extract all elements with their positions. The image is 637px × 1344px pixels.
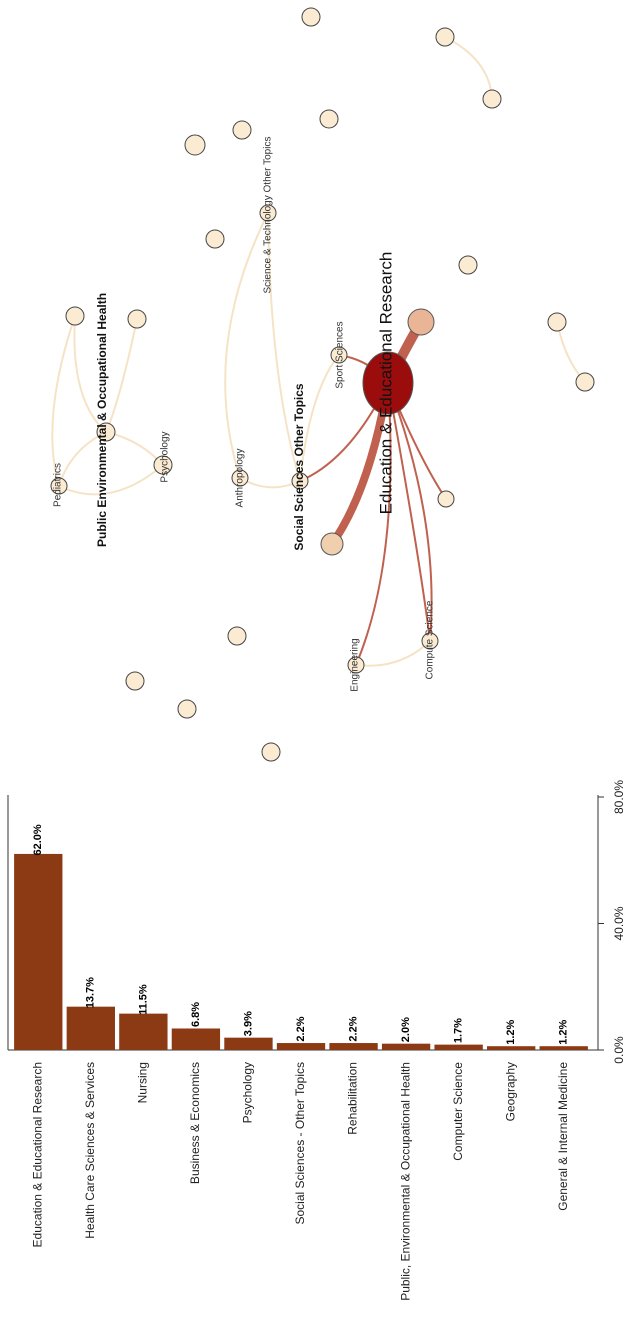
edge — [105, 431, 164, 466]
bar — [539, 1046, 588, 1050]
value-label: 1.2% — [558, 1019, 570, 1044]
edge — [355, 640, 431, 667]
node — [231, 469, 249, 487]
bar-chart: 0.0% 40.0% 80.0% 62.0% Education & Education… — [7, 780, 626, 1301]
value-label: 1.2% — [505, 1019, 517, 1044]
x-tick-label: General & Internal Medicine — [556, 1062, 570, 1211]
x-tick-label: Health Care Sciences & Services — [83, 1062, 97, 1239]
node — [153, 455, 173, 475]
node — [437, 490, 455, 508]
node — [205, 229, 225, 249]
node-label: Pediatrics — [53, 463, 64, 507]
edge — [556, 321, 586, 383]
node — [259, 204, 277, 222]
node — [261, 742, 281, 762]
edge — [239, 477, 301, 489]
node-label: Anthropology — [235, 449, 246, 508]
node — [232, 120, 252, 140]
bar — [276, 1043, 326, 1050]
x-tick-label: Psychology — [241, 1062, 255, 1123]
edge — [51, 315, 76, 487]
node-label: Social Sciences Other Topics — [292, 383, 306, 551]
value-label: 2.2% — [347, 1016, 359, 1041]
x-tick-label: Business & Economics — [188, 1062, 202, 1184]
node — [330, 346, 348, 364]
value-label: 1.7% — [453, 1018, 465, 1043]
bar — [381, 1043, 431, 1050]
node — [435, 27, 455, 47]
node-label: Psychology — [160, 431, 171, 482]
node — [184, 134, 206, 156]
node — [421, 632, 439, 650]
bar — [66, 1006, 115, 1050]
value-label: 6.8% — [190, 1002, 202, 1027]
node-label: Sport Sciences — [335, 321, 346, 388]
edge — [387, 382, 433, 642]
x-tick-label: Geography — [503, 1062, 517, 1121]
edge — [105, 318, 138, 433]
node-label: Public Environmental & Occupational Heal… — [95, 293, 109, 547]
bar — [434, 1044, 483, 1050]
bar — [14, 853, 63, 1050]
x-tick-label: Social Sciences - Other Topics — [293, 1062, 307, 1225]
edge — [73, 315, 107, 433]
bar — [487, 1046, 536, 1050]
node — [65, 306, 85, 326]
value-label: 2.0% — [400, 1017, 412, 1042]
network-nodes — [50, 7, 595, 762]
edge — [444, 36, 493, 100]
value-label: 13.7% — [85, 977, 97, 1008]
bar — [171, 1028, 221, 1050]
y-tick-label: 0.0% — [612, 1036, 626, 1064]
value-label: 2.2% — [295, 1016, 307, 1041]
node — [125, 671, 145, 691]
x-tick-label: Education & Educational Research — [30, 1062, 44, 1247]
node — [50, 477, 68, 495]
node — [458, 255, 478, 275]
edge — [224, 212, 269, 479]
node — [320, 532, 344, 556]
value-label: 62.0% — [32, 824, 44, 855]
x-tick-label: Public, Environmental & Occupational Hea… — [398, 1062, 412, 1301]
node — [301, 7, 321, 27]
edge — [387, 382, 431, 642]
node — [482, 89, 502, 109]
node — [96, 422, 116, 442]
node — [319, 109, 339, 129]
edge — [355, 382, 392, 666]
node-label: Engineering — [350, 638, 361, 691]
value-label: 11.5% — [137, 984, 149, 1015]
bar — [119, 1013, 168, 1050]
node — [291, 472, 309, 490]
node-label: Compute Science — [425, 600, 436, 679]
node — [127, 309, 147, 329]
bar — [329, 1043, 378, 1050]
y-tick-label: 80.0% — [612, 780, 626, 814]
x-tick-label: Rehabilitation — [346, 1062, 360, 1135]
node — [347, 656, 365, 674]
y-tick-label: 40.0% — [612, 906, 626, 940]
node — [227, 626, 247, 646]
x-tick-label: Nursing — [136, 1062, 150, 1103]
edge — [299, 354, 340, 482]
bar — [224, 1037, 273, 1050]
node — [407, 308, 435, 336]
node — [547, 312, 567, 332]
node — [177, 699, 197, 719]
node-label: Education & Educational Research — [376, 252, 395, 515]
edge — [267, 212, 301, 482]
edge — [58, 464, 164, 496]
network-edges — [51, 36, 586, 667]
node-label: Science & Technology Other Topics — [263, 137, 274, 294]
main-node — [362, 351, 414, 415]
node — [575, 372, 595, 392]
value-label: 3.9% — [242, 1011, 254, 1036]
x-tick-label: Computer Science — [451, 1062, 465, 1161]
